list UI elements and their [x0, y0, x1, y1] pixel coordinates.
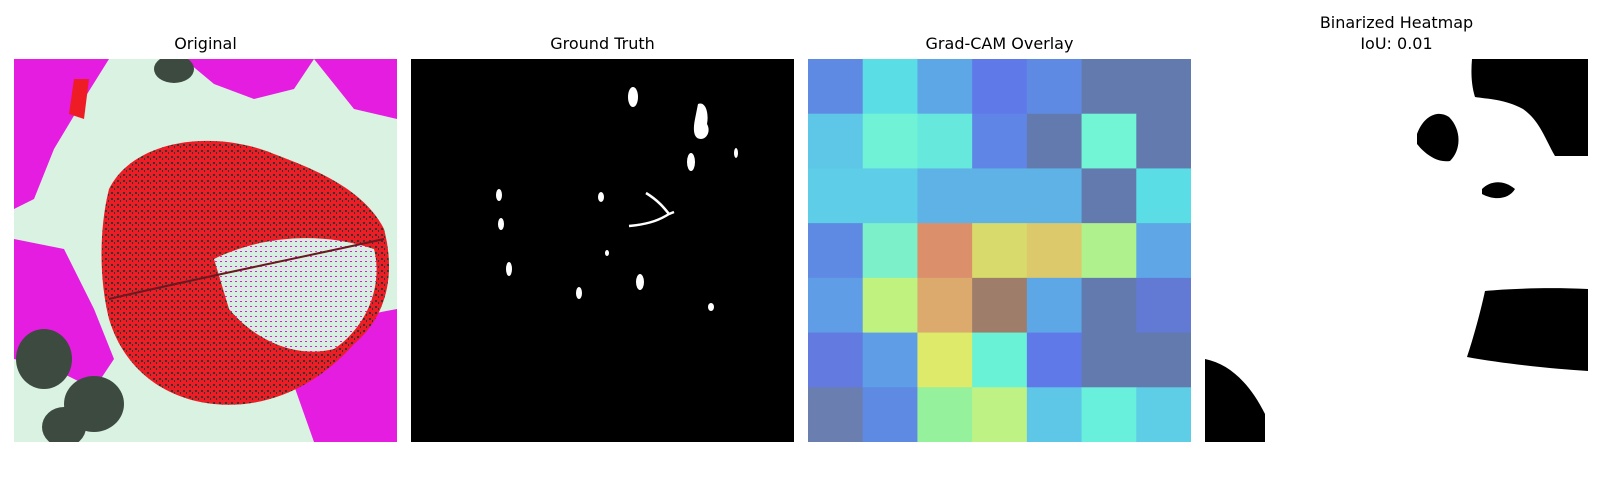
- panel-title-binarized: Binarized Heatmap: [1319, 13, 1474, 32]
- gradcam-cell: [917, 113, 973, 169]
- gradcam-cell: [862, 113, 918, 169]
- gradcam-cell: [808, 332, 864, 388]
- gradcam-cell: [972, 387, 1028, 442]
- gradcam-cell: [972, 223, 1028, 279]
- binarized-heatmap: [1205, 59, 1588, 442]
- gradcam-cell: [917, 332, 973, 388]
- gradcam-cell: [1081, 277, 1137, 334]
- gradcam-cell: [1136, 277, 1191, 334]
- gradcam-cell: [1081, 113, 1137, 169]
- gradcam-cell: [1026, 277, 1083, 334]
- gradcam-cell: [808, 113, 864, 169]
- gradcam-cell: [1136, 59, 1191, 115]
- gradcam-cell: [862, 277, 918, 334]
- gradcam-cell: [1026, 168, 1083, 224]
- gradcam-cell: [972, 332, 1028, 388]
- panel-title-original: Original: [174, 34, 237, 53]
- gradcam-cell: [1136, 113, 1191, 169]
- panel-title-ground-truth: Ground Truth: [550, 34, 655, 53]
- gradcam-cell: [972, 277, 1028, 334]
- gradcam-cell: [1081, 387, 1137, 442]
- gradcam-cell: [808, 387, 864, 442]
- ground-truth-mask: [411, 59, 794, 442]
- panel-subtitle-iou: IoU: 0.01: [1360, 34, 1433, 53]
- gradcam-cell: [862, 168, 918, 224]
- gradcam-cell: [917, 277, 973, 334]
- gradcam-cell: [808, 223, 864, 279]
- gradcam-cell: [972, 113, 1028, 169]
- gradcam-cell: [917, 223, 973, 279]
- gradcam-cell: [862, 332, 918, 388]
- gradcam-cell: [808, 168, 864, 224]
- gradcam-cell: [1136, 332, 1191, 388]
- gradcam-overlay: [808, 59, 1191, 442]
- gradcam-cell: [808, 59, 864, 115]
- gradcam-cell: [1136, 168, 1191, 224]
- gradcam-cell: [1081, 168, 1137, 224]
- gradcam-cell: [917, 387, 973, 442]
- gradcam-cell: [1026, 113, 1083, 169]
- gradcam-cell: [862, 387, 918, 442]
- gradcam-cell: [862, 59, 918, 115]
- gradcam-cell: [1081, 332, 1137, 388]
- gradcam-cell: [1136, 223, 1191, 279]
- gradcam-cell: [1136, 387, 1191, 442]
- gradcam-cell: [972, 168, 1028, 224]
- original-image: [14, 59, 397, 442]
- gradcam-cell: [1026, 332, 1083, 388]
- gradcam-cell: [1081, 59, 1137, 115]
- gradcam-cell: [917, 168, 973, 224]
- gradcam-cell: [917, 59, 973, 115]
- gradcam-cell: [1026, 223, 1083, 279]
- panel-title-gradcam: Grad-CAM Overlay: [925, 34, 1074, 53]
- gradcam-cell: [808, 277, 864, 334]
- gradcam-cell: [972, 59, 1028, 115]
- gradcam-cell: [1026, 387, 1083, 442]
- gradcam-cell: [862, 223, 918, 279]
- gradcam-cell: [1081, 223, 1137, 279]
- gradcam-cell: [1026, 59, 1083, 115]
